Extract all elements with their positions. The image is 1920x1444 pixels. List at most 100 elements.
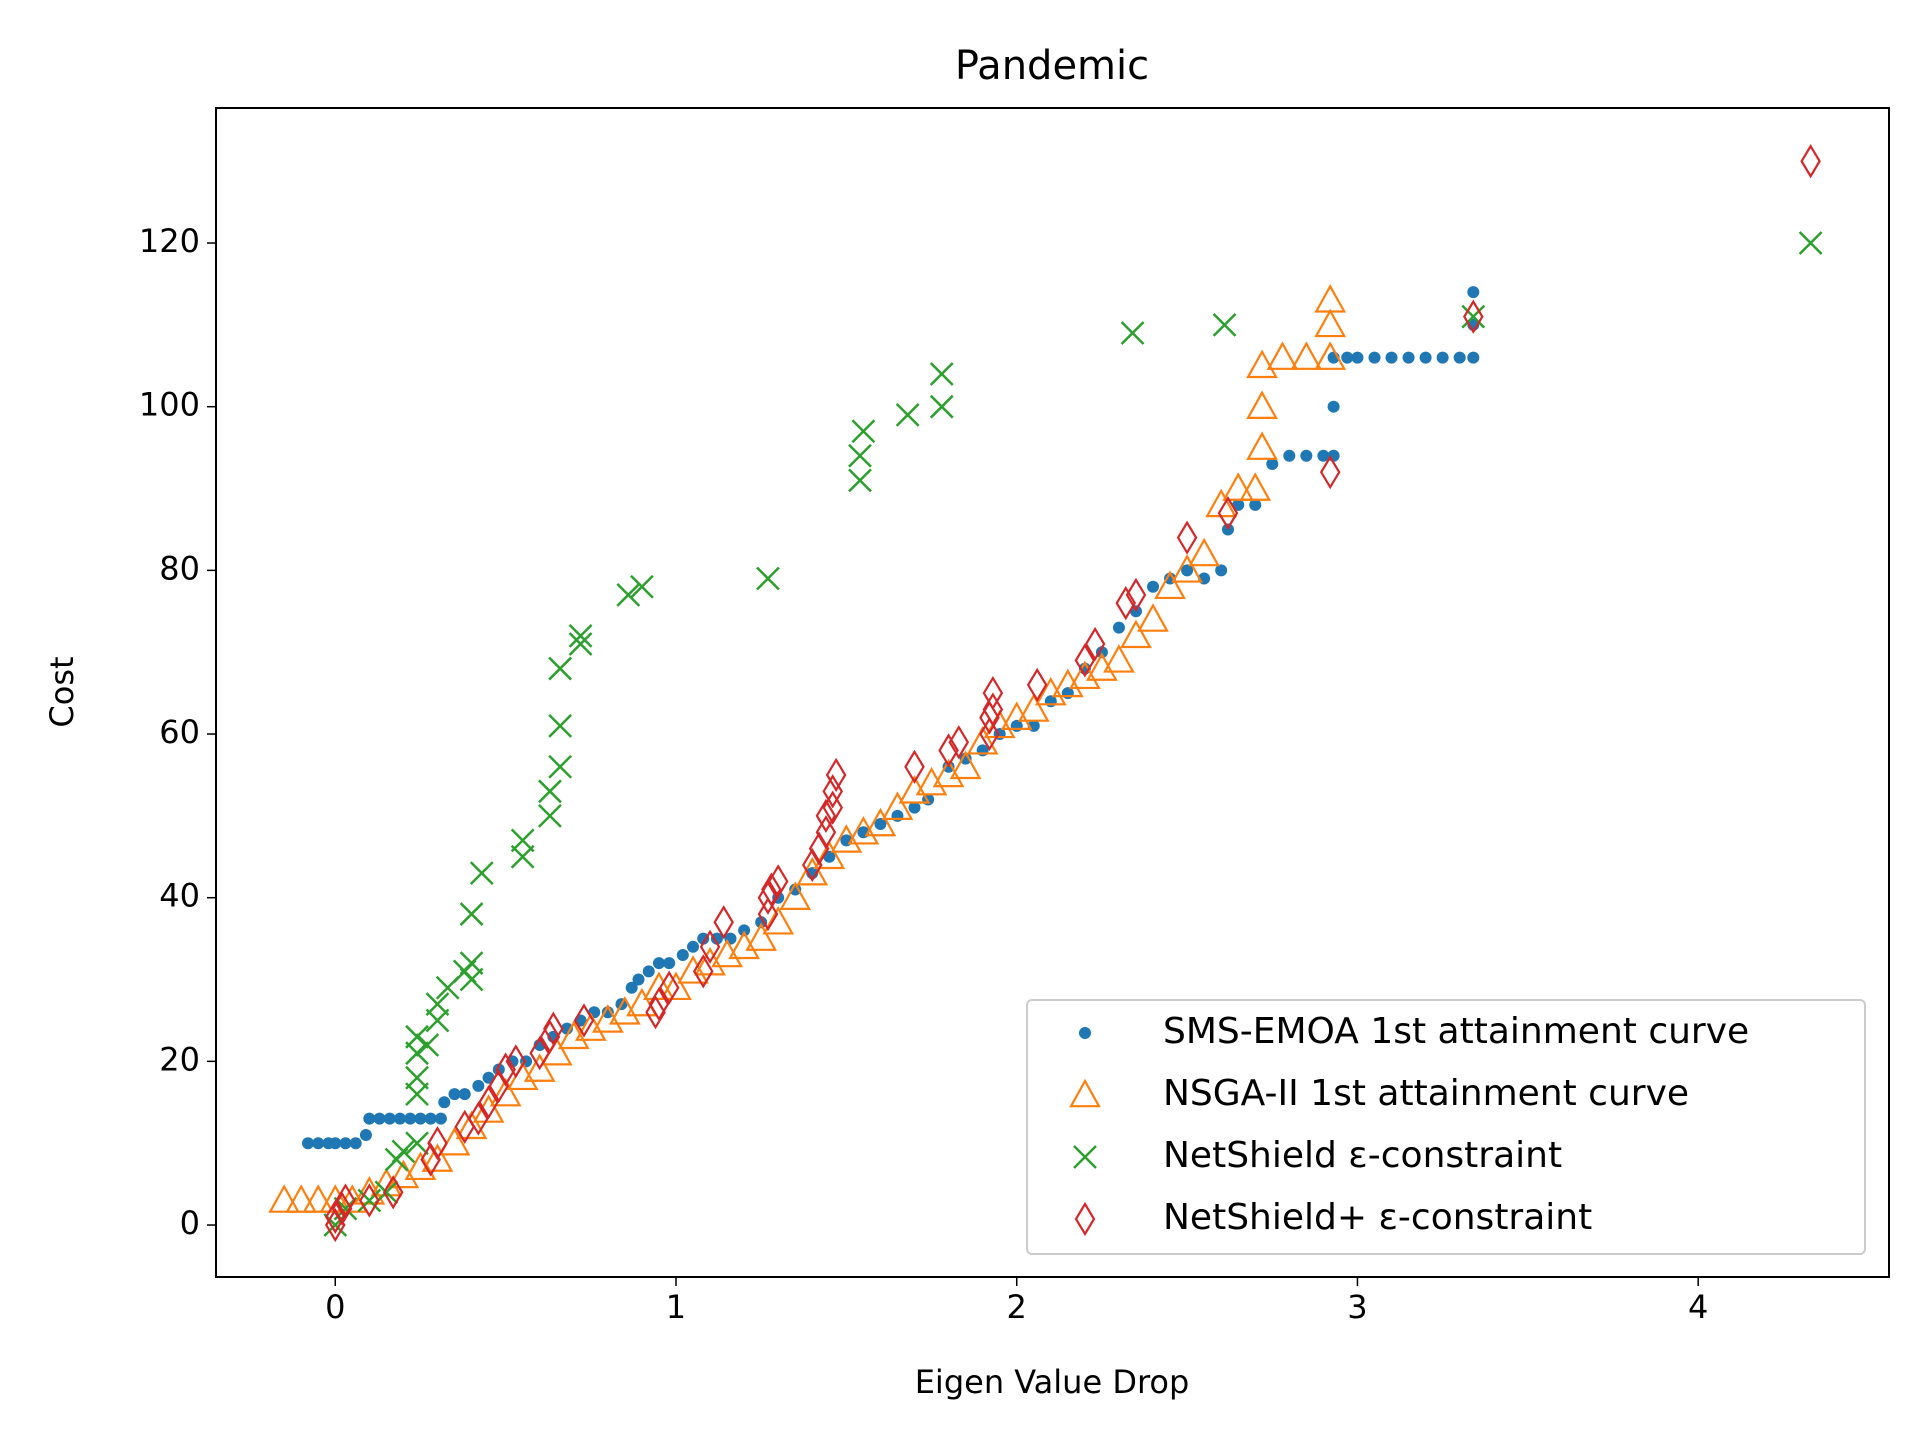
point	[830, 824, 863, 853]
point	[1467, 351, 1480, 364]
point	[1000, 701, 1033, 730]
point	[891, 809, 904, 822]
point	[626, 987, 658, 1017]
point	[1176, 520, 1198, 555]
point	[1467, 286, 1480, 299]
point	[529, 1036, 550, 1071]
point	[448, 1088, 461, 1101]
point	[632, 973, 645, 986]
point	[932, 758, 965, 788]
point	[757, 880, 779, 915]
point	[710, 932, 723, 945]
point	[697, 932, 710, 945]
point	[339, 1137, 352, 1150]
point	[915, 766, 948, 796]
point	[482, 1071, 495, 1084]
point	[822, 790, 844, 825]
point	[1125, 577, 1147, 613]
point	[1137, 603, 1169, 632]
point	[1402, 351, 1415, 364]
point	[405, 1131, 429, 1156]
point	[359, 1183, 380, 1218]
point	[966, 725, 999, 755]
point	[847, 815, 880, 845]
point	[438, 1096, 451, 1109]
point	[762, 905, 795, 935]
point	[1017, 693, 1050, 722]
point	[455, 1110, 488, 1140]
point	[1317, 449, 1330, 462]
point	[382, 1175, 404, 1210]
point	[796, 856, 829, 886]
point	[848, 468, 872, 493]
point	[1341, 351, 1354, 364]
point	[676, 948, 689, 961]
point	[478, 1085, 499, 1120]
point	[523, 1053, 556, 1082]
point	[713, 905, 734, 940]
point	[1249, 498, 1262, 511]
point	[979, 700, 1000, 735]
point	[414, 1112, 427, 1125]
point	[1800, 144, 1821, 179]
point	[908, 801, 921, 814]
point	[645, 995, 666, 1030]
point	[373, 1112, 386, 1125]
y-tick-label: 40	[159, 877, 200, 915]
point	[574, 1012, 607, 1041]
point	[848, 443, 872, 468]
point	[331, 1191, 353, 1226]
point	[1319, 455, 1341, 490]
point	[1103, 644, 1135, 673]
legend-marker	[1069, 1078, 1101, 1108]
point	[469, 861, 494, 886]
point	[652, 957, 665, 970]
point	[1120, 619, 1152, 649]
point	[802, 847, 823, 883]
point	[357, 1188, 382, 1213]
y-axis-label: Cost	[43, 656, 81, 727]
point	[601, 1006, 614, 1019]
point	[1461, 304, 1486, 329]
point	[1283, 449, 1296, 462]
point	[904, 749, 925, 784]
point	[459, 902, 484, 926]
point	[1232, 498, 1245, 511]
point	[438, 1126, 471, 1156]
point	[391, 1139, 416, 1164]
point	[405, 1024, 429, 1049]
point	[1084, 626, 1106, 662]
point	[1239, 472, 1272, 501]
y-tick-label: 80	[159, 549, 200, 587]
point	[616, 583, 641, 607]
point	[738, 924, 751, 937]
legend-label: NetShield ε-constraint	[1163, 1135, 1562, 1176]
legend-marker	[1079, 1027, 1091, 1039]
point	[648, 986, 670, 1022]
point	[427, 1126, 448, 1161]
y-tick-label: 20	[159, 1040, 200, 1078]
point	[505, 1044, 527, 1079]
point	[324, 1199, 346, 1234]
point	[823, 850, 836, 863]
point	[468, 1101, 489, 1136]
x-tick-label: 3	[1347, 1288, 1367, 1326]
point	[383, 1112, 396, 1125]
point	[813, 840, 846, 870]
point	[1217, 495, 1239, 531]
point	[459, 967, 484, 992]
point	[495, 1052, 516, 1087]
point	[302, 1184, 335, 1213]
point	[363, 1112, 376, 1125]
point	[1436, 351, 1449, 364]
point	[948, 725, 970, 760]
point	[789, 883, 802, 896]
point	[1154, 570, 1186, 600]
point	[1246, 390, 1278, 419]
point	[728, 930, 761, 960]
point	[539, 1019, 561, 1054]
point	[489, 1077, 522, 1107]
point	[349, 1137, 362, 1150]
point	[979, 716, 1000, 752]
point	[1188, 537, 1220, 567]
